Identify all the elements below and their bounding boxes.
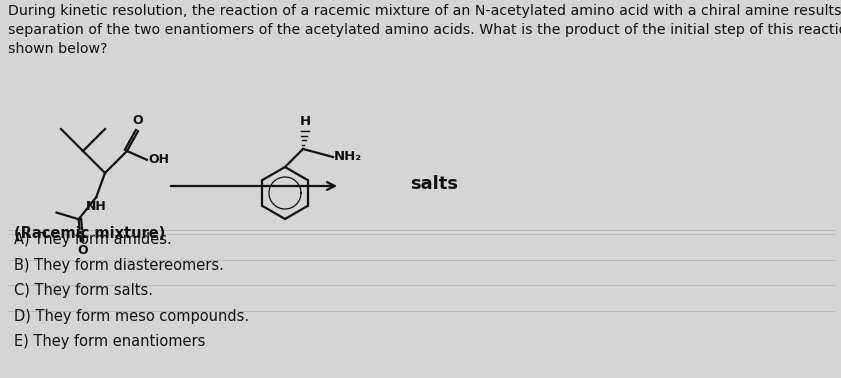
Text: H: H [299,115,310,128]
Text: E) They form enantiomers: E) They form enantiomers [14,334,205,349]
Text: O: O [77,244,88,257]
Text: D) They form meso compounds.: D) They form meso compounds. [14,309,249,324]
Text: During kinetic resolution, the reaction of a racemic mixture of an N-acetylated : During kinetic resolution, the reaction … [8,4,841,56]
Text: NH₂: NH₂ [334,150,362,164]
Text: A) They form amides.: A) They form amides. [14,232,172,247]
Text: NH: NH [86,200,107,213]
Text: salts: salts [410,175,458,193]
Text: (Racemic mixture): (Racemic mixture) [14,226,166,241]
Text: O: O [133,114,143,127]
Text: C) They form salts.: C) They form salts. [14,283,153,298]
Text: OH: OH [149,153,170,166]
Text: B) They form diastereomers.: B) They form diastereomers. [14,258,224,273]
